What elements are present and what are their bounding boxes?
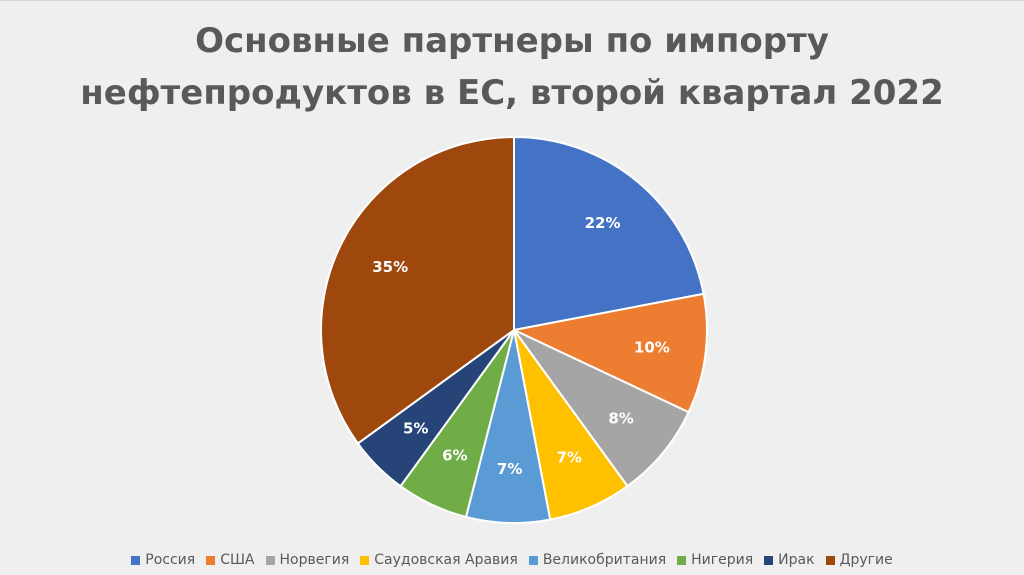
legend-item: США bbox=[206, 552, 255, 568]
data-label: 35% bbox=[372, 258, 408, 276]
legend-label: Нигерия bbox=[691, 552, 754, 568]
pie-slice bbox=[510, 292, 708, 414]
data-label: 6% bbox=[442, 447, 467, 465]
data-label: 22% bbox=[585, 214, 621, 232]
data-label: 8% bbox=[608, 410, 633, 428]
legend-swatch bbox=[764, 555, 774, 565]
legend-item: Россия bbox=[131, 552, 195, 568]
legend-swatch bbox=[206, 555, 216, 565]
legend-item: Норвегия bbox=[265, 552, 350, 568]
legend-swatch bbox=[360, 555, 370, 565]
chart-legend: Россия США Норвегия Саудовская Аравия Велико… bbox=[0, 549, 1024, 571]
pie-slice bbox=[320, 135, 515, 445]
legend-label: Другие bbox=[839, 552, 893, 568]
legend-label: Россия bbox=[145, 552, 196, 568]
pie-slice bbox=[513, 135, 705, 332]
legend-swatch bbox=[528, 555, 538, 565]
data-label: 5% bbox=[403, 419, 428, 437]
legend-item: Ирак bbox=[764, 552, 815, 568]
legend-item: Нигерия bbox=[677, 552, 753, 568]
legend-label: Норвегия bbox=[279, 552, 350, 568]
chart-title-line-1: Основные партнеры по импорту bbox=[195, 21, 829, 61]
legend-item: Великобритания bbox=[528, 552, 667, 568]
legend-label: США bbox=[220, 552, 255, 568]
legend-item: Саудовская Аравия bbox=[360, 552, 518, 568]
legend-label: Саудовская Аравия bbox=[374, 552, 518, 568]
chart-title: Основные партнеры по импорту нефтепродук… bbox=[0, 15, 1024, 119]
pie-slice bbox=[513, 329, 690, 488]
data-label: 10% bbox=[634, 338, 670, 356]
legend-label: Великобритания bbox=[542, 552, 667, 568]
data-label: 7% bbox=[497, 460, 522, 478]
chart-title-line-2: нефтепродуктов в ЕС, второй квартал 2022 bbox=[80, 73, 944, 113]
data-label: 7% bbox=[556, 449, 581, 467]
legend-swatch bbox=[677, 555, 687, 565]
legend-swatch bbox=[265, 555, 275, 565]
legend-swatch bbox=[131, 555, 141, 565]
legend-label: Ирак bbox=[778, 552, 815, 568]
legend-swatch bbox=[825, 555, 835, 565]
legend-item: Другие bbox=[825, 552, 893, 568]
